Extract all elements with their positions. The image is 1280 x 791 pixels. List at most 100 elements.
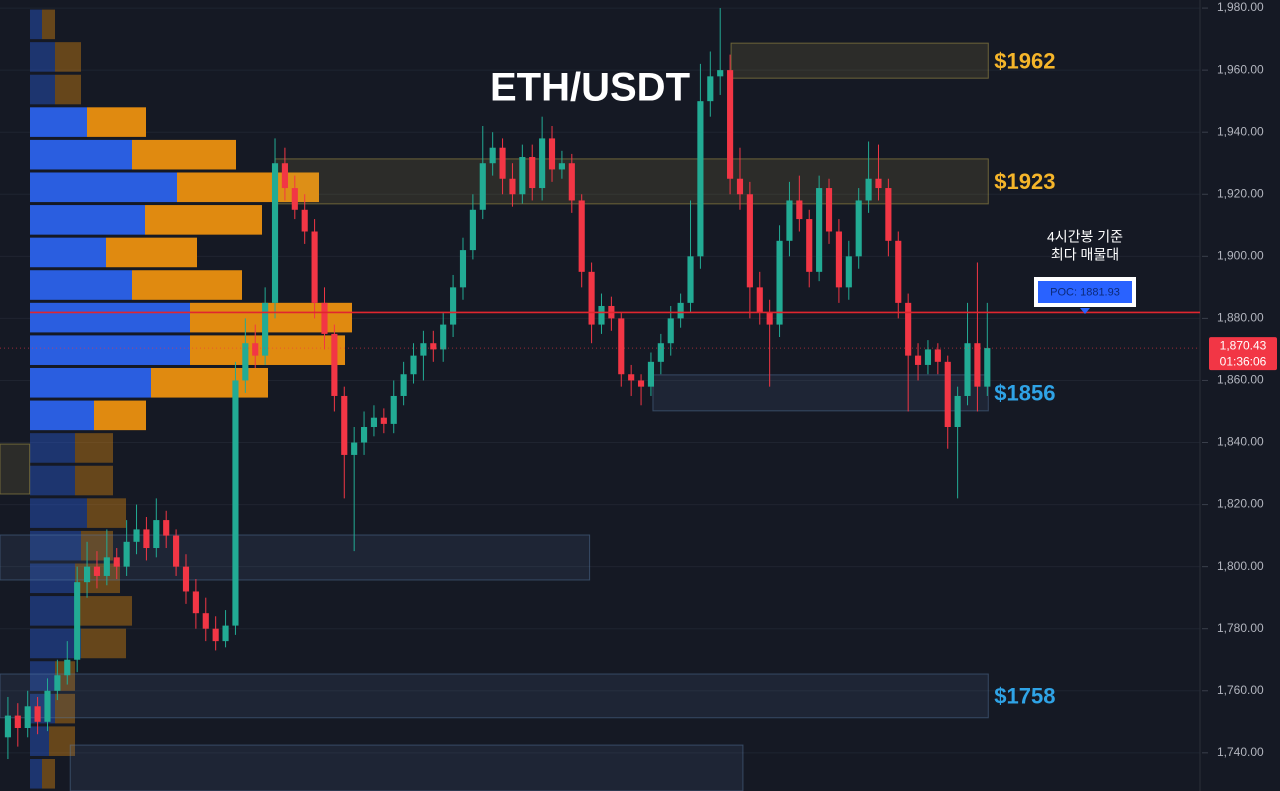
poc-box <box>1038 281 1132 303</box>
candle-body <box>825 188 833 232</box>
last-price-box <box>1209 337 1277 371</box>
profile-sell-bar <box>94 400 146 431</box>
candle-body <box>875 178 882 189</box>
candle-body <box>578 200 585 272</box>
profile-buy-bar <box>30 335 190 365</box>
y-tick-label: 1,900.00 <box>1217 248 1264 262</box>
candle-body <box>93 566 101 576</box>
candle-body <box>222 625 229 642</box>
candle-body <box>360 426 368 443</box>
zone <box>0 673 989 719</box>
candle-body <box>153 520 160 549</box>
chart-title: ETH/USDT <box>490 66 690 110</box>
candle-body <box>163 520 170 536</box>
candle-body <box>529 157 536 189</box>
candle-body <box>479 163 486 210</box>
y-tick-label: 1,980.00 <box>1217 0 1264 14</box>
candle-body <box>489 147 496 164</box>
candle-body <box>895 240 902 303</box>
profile-sell-bar <box>106 237 197 268</box>
profile-buy-bar <box>30 530 81 561</box>
candle-body <box>252 343 259 356</box>
profile-sell-bar <box>55 42 81 72</box>
poc-pointer <box>1080 308 1090 314</box>
y-tick-label: 1,960.00 <box>1217 62 1264 76</box>
candle-body <box>845 256 852 288</box>
candle-body <box>44 690 51 722</box>
candle-body <box>271 163 279 303</box>
candle-body <box>786 200 793 241</box>
candle-body <box>380 417 387 424</box>
candle-body <box>707 76 714 102</box>
profile-sell-bar <box>87 498 126 528</box>
candle-body <box>14 715 21 729</box>
candle-body <box>816 188 823 272</box>
candle-body <box>914 355 922 365</box>
y-tick-label: 1,740.00 <box>1217 745 1264 759</box>
y-tick-label: 1,860.00 <box>1217 373 1264 387</box>
candle-body <box>548 138 556 170</box>
candle-body <box>192 591 199 614</box>
profile-buy-bar <box>30 139 132 170</box>
candle-body <box>717 70 724 77</box>
candle-body <box>291 188 298 210</box>
zone-label: $1758 <box>994 684 1055 709</box>
candle-body <box>697 101 704 257</box>
candle-body <box>440 324 447 350</box>
candle-body <box>4 715 11 738</box>
profile-buy-bar <box>30 270 132 300</box>
candle-body <box>232 380 239 626</box>
annotation: 4시간봉 기준 <box>1047 229 1123 245</box>
candle-body <box>24 706 31 729</box>
candle-body <box>103 557 110 576</box>
y-tick-label: 1,760.00 <box>1217 683 1264 697</box>
profile-buy-bar <box>30 628 81 659</box>
zone <box>652 374 989 412</box>
profile-sell-bar <box>81 628 126 659</box>
y-tick-label: 1,780.00 <box>1217 621 1264 635</box>
candle-body <box>509 178 516 195</box>
candle-body <box>855 200 862 257</box>
profile-buy-bar <box>30 433 75 463</box>
profile-sell-bar <box>55 74 81 105</box>
candle-body <box>905 302 912 356</box>
candle-body <box>984 348 991 387</box>
candle-body <box>281 163 288 189</box>
candle-body <box>34 706 41 722</box>
y-tick-label: 1,880.00 <box>1217 311 1264 325</box>
candle-body <box>450 287 457 325</box>
candle-body <box>598 305 605 325</box>
y-tick-label: 1,940.00 <box>1217 124 1264 138</box>
profile-sell-bar <box>75 433 113 463</box>
profile-sell-bar <box>151 367 268 398</box>
candle-body <box>390 395 397 424</box>
candle-body <box>54 675 61 691</box>
candle-body <box>301 209 308 232</box>
candle-body <box>459 250 467 288</box>
candle-body <box>964 343 971 396</box>
candle-body <box>756 287 763 313</box>
profile-sell-bar <box>190 302 352 333</box>
profile-sell-bar <box>75 596 132 626</box>
candle-body <box>74 582 81 660</box>
profile-buy-bar <box>30 563 75 594</box>
poc-label: POC: 1881.93 <box>1050 286 1120 298</box>
candle-body <box>420 343 427 356</box>
candle-body <box>133 529 140 542</box>
profile-buy-bar <box>30 107 87 137</box>
profile-buy-bar <box>30 661 55 691</box>
profile-buy-bar <box>30 465 75 496</box>
profile-sell-bar <box>49 726 75 756</box>
y-tick-label: 1,920.00 <box>1217 186 1264 200</box>
candle-body <box>796 200 803 220</box>
profile-buy-bar <box>30 302 190 333</box>
zone-label: $1923 <box>994 169 1055 194</box>
candle-body <box>667 318 674 344</box>
profile-sell-bar <box>145 205 262 235</box>
profile-sell-bar <box>42 758 55 789</box>
candle-body <box>628 374 635 381</box>
candle-body <box>331 333 338 396</box>
candle-body <box>588 271 595 325</box>
candle-body <box>954 395 961 427</box>
candle-body <box>351 442 358 455</box>
